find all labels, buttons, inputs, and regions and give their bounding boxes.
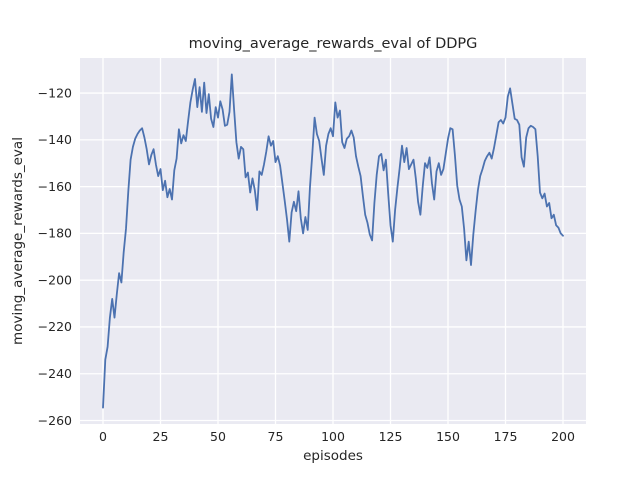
x-tick-labels: 0 25 50 75 100 125 150 175 200 — [99, 429, 575, 444]
x-axis-label: episodes — [303, 448, 363, 464]
y-tick-label: −240 — [38, 366, 72, 381]
y-tick-label: −200 — [38, 272, 72, 287]
x-tick-label: 75 — [268, 429, 284, 444]
x-tick-label: 25 — [153, 429, 169, 444]
y-axis-label: moving_average_rewards_eval — [10, 137, 26, 345]
chart-title: moving_average_rewards_eval of DDPG — [189, 36, 478, 52]
x-tick-label: 200 — [551, 429, 575, 444]
y-tick-label: −160 — [38, 179, 72, 194]
data-line-moving_average_rewards_eval — [102, 73, 564, 409]
y-tick-label: −140 — [38, 132, 72, 147]
x-tick-label: 175 — [494, 429, 518, 444]
y-tick-label: −120 — [38, 85, 72, 100]
y-tick-label: −260 — [38, 413, 72, 428]
y-tick-label: −180 — [38, 226, 72, 241]
x-tick-label: 150 — [436, 429, 460, 444]
y-tick-labels: −120 −140 −160 −180 −200 −220 −240 −260 — [38, 85, 72, 427]
y-tick-label: −220 — [38, 319, 72, 334]
x-tick-label: 50 — [210, 429, 226, 444]
series — [102, 73, 564, 409]
x-tick-label: 0 — [99, 429, 107, 444]
x-tick-label: 100 — [321, 429, 345, 444]
x-tick-label: 125 — [379, 429, 403, 444]
